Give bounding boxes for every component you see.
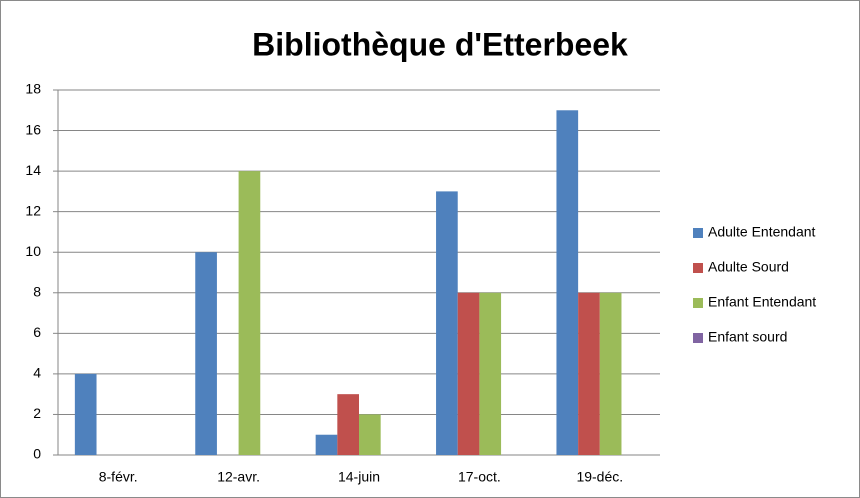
- bar: [315, 434, 338, 455]
- legend-label: Enfant sourd: [708, 329, 787, 345]
- bar: [556, 110, 579, 456]
- legend-swatch: [693, 228, 703, 238]
- y-tick-label: 16: [25, 121, 41, 137]
- y-tick-label: 6: [33, 324, 41, 340]
- bar: [74, 373, 97, 455]
- bar: [578, 292, 600, 455]
- x-tick-label: 14-juin: [338, 469, 380, 485]
- bar: [599, 292, 622, 455]
- bar: [479, 292, 502, 455]
- y-tick-label: 10: [25, 243, 41, 259]
- x-tick-label: 17-oct.: [458, 469, 501, 485]
- bar: [359, 414, 381, 455]
- y-tick-label: 2: [33, 405, 41, 421]
- y-tick-label: 12: [25, 202, 41, 218]
- bar: [238, 171, 261, 455]
- x-tick-label: 12-avr.: [217, 469, 260, 485]
- x-tick-label: 8-févr.: [99, 469, 138, 485]
- y-tick-label: 18: [25, 81, 41, 97]
- y-tick-label: 4: [33, 365, 41, 381]
- bar: [436, 191, 458, 455]
- y-tick-label: 8: [33, 283, 41, 299]
- legend-swatch: [693, 298, 703, 308]
- y-tick-label: 14: [25, 162, 41, 178]
- chart-title: Bibliothèque d'Etterbeek: [252, 26, 628, 62]
- legend-label: Adulte Sourd: [708, 259, 789, 275]
- x-tick-label: 19-déc.: [576, 469, 623, 485]
- bar: [457, 292, 480, 455]
- y-tick-label: 0: [33, 446, 41, 462]
- legend-label: Enfant Entendant: [708, 294, 816, 310]
- bar: [195, 252, 217, 455]
- legend-swatch: [693, 333, 703, 343]
- bar: [337, 394, 359, 455]
- legend-swatch: [693, 263, 703, 273]
- legend-label: Adulte Entendant: [708, 224, 816, 240]
